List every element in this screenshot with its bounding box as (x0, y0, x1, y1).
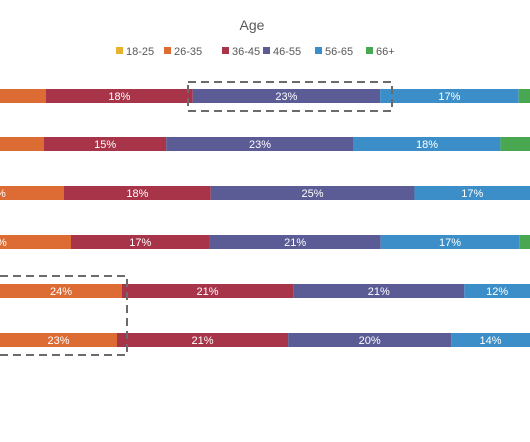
legend-label: 26-35 (174, 46, 202, 58)
legend-swatch (366, 47, 373, 54)
data-label: 15% (94, 139, 116, 151)
bar-segment-56-65 (414, 186, 530, 200)
legend-item-56-65: 56-65 (315, 46, 353, 58)
bar-segment-46-55 (192, 89, 381, 103)
data-label-cropped: % (0, 188, 6, 200)
data-label: 21% (284, 237, 306, 249)
bar-segment-46-55 (166, 137, 354, 151)
bar-segment-66+ (500, 137, 530, 151)
legend-swatch (222, 47, 229, 54)
legend-swatch (315, 47, 322, 54)
legend-swatch (116, 47, 123, 54)
bar-row: 23% 21% 20% 14% (0, 333, 530, 347)
bars: 18% 23% 17% 15% 23% 18% 18% 25% 17%% 17% 21% 17%% 24… (0, 89, 530, 347)
bar-row: 17% 21% 17%% (0, 235, 530, 249)
legend: 18-25 26-35 36-45 46-55 56-65 66+ (116, 46, 395, 58)
bar-segment-26-35 (0, 235, 71, 249)
legend-swatch (263, 47, 270, 54)
legend-label: 36-45 (232, 46, 260, 58)
bar-segment-56-65 (380, 235, 520, 249)
data-label: 23% (249, 139, 271, 151)
data-label: 18% (126, 188, 148, 200)
legend-item-36-45: 36-45 (222, 46, 260, 58)
bar-segment-26-35 (0, 284, 123, 298)
bar-segment-66+ (519, 235, 530, 249)
bar-segment-56-65 (353, 137, 501, 151)
data-label: 18% (108, 91, 130, 103)
bar-segment-56-65 (451, 333, 530, 347)
bar-segment-66+ (518, 89, 530, 103)
data-label-cropped: % (0, 237, 7, 249)
data-label: 17% (461, 188, 483, 200)
data-label: 20% (359, 335, 381, 347)
bar-segment-26-35 (0, 137, 44, 151)
data-label: 25% (302, 188, 324, 200)
bar-segment-36-45 (122, 284, 294, 298)
bar-segment-26-35 (0, 89, 46, 103)
legend-item-18-25: 18-25 (116, 46, 154, 58)
legend-label: 18-25 (126, 46, 154, 58)
legend-item-66+: 66+ (366, 46, 395, 58)
bar-segment-56-65 (464, 284, 530, 298)
legend-item-46-55: 46-55 (263, 46, 301, 58)
bar-row: 18% 23% 17% (0, 89, 530, 103)
bar-segment-46-55 (288, 333, 452, 347)
bar-segment-26-35 (0, 333, 117, 347)
data-label: 21% (192, 335, 214, 347)
bar-segment-36-45 (44, 137, 167, 151)
data-label: 24% (50, 286, 72, 298)
data-label: 17% (438, 91, 460, 103)
bar-segment-46-55 (209, 235, 381, 249)
data-label: 12% (486, 286, 508, 298)
legend-item-26-35: 26-35 (164, 46, 202, 58)
data-label: 21% (197, 286, 219, 298)
data-label: 23% (275, 91, 297, 103)
legend-label: 66+ (376, 46, 395, 58)
legend-title: Age (240, 17, 265, 33)
bar-segment-36-45 (64, 186, 211, 200)
legend-label: 46-55 (273, 46, 301, 58)
bar-segment-26-35 (0, 186, 64, 200)
bar-segment-36-45 (46, 89, 193, 103)
data-label: 21% (368, 286, 390, 298)
bar-segment-56-65 (380, 89, 519, 103)
bar-segment-36-45 (71, 235, 210, 249)
data-label: 18% (416, 139, 438, 151)
data-label: 17% (439, 237, 461, 249)
legend-swatch (164, 47, 171, 54)
bar-segment-46-55 (293, 284, 465, 298)
data-label: 14% (480, 335, 502, 347)
bar-row: 15% 23% 18% (0, 137, 530, 151)
bar-row: 18% 25% 17%% (0, 186, 530, 200)
bar-segment-46-55 (210, 186, 415, 200)
legend-label: 56-65 (325, 46, 353, 58)
bar-row: 24% 21% 21% 12% (0, 284, 530, 298)
data-label: 23% (47, 335, 69, 347)
highlight-boxes (0, 81, 393, 356)
data-label: 17% (129, 237, 151, 249)
bar-segment-36-45 (117, 333, 289, 347)
